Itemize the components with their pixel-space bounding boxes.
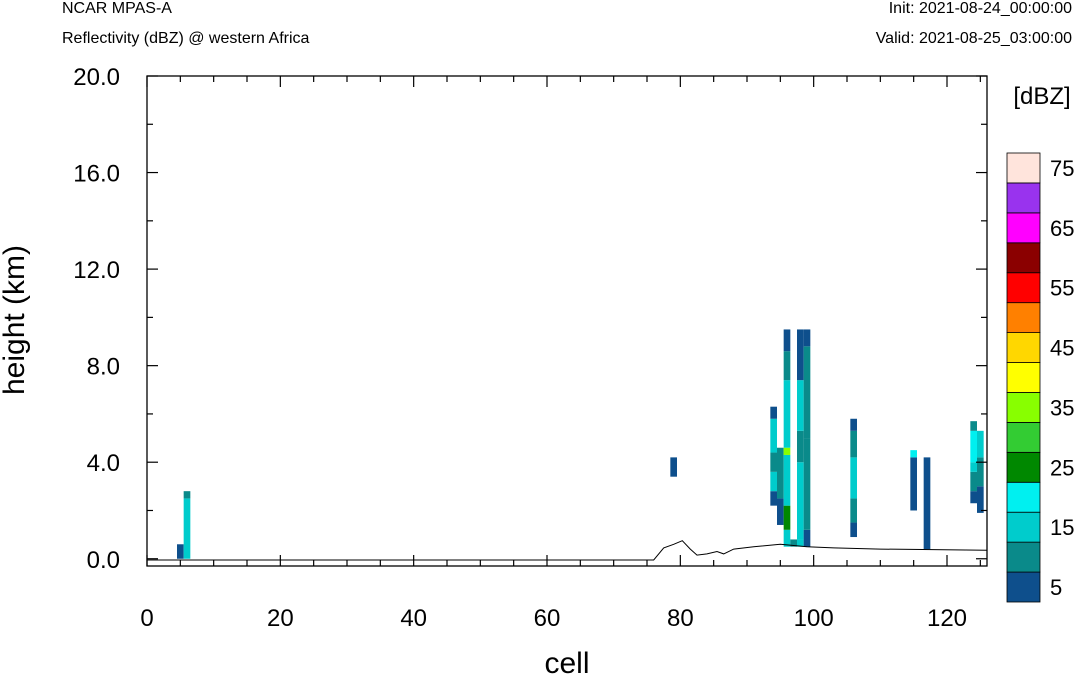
reflectivity-cell [910,457,917,511]
valid-time: Valid: 2021-08-25_03:00:00 [875,30,1072,47]
x-tick-label: 80 [667,605,694,632]
colorbar-swatch [1006,302,1041,333]
reflectivity-cell [850,522,857,538]
x-axis: 0 20 40 60 80 100 120 [140,76,981,632]
y-axis: 0.0 4.0 8.0 12.0 16.0 20.0 [73,64,987,574]
colorbar-swatch [1006,481,1041,513]
y-tick-label: 4.0 [87,450,120,477]
reflectivity-cell [770,418,777,453]
colorbar-label: 45 [1050,336,1074,361]
colorbar-swatch [1006,511,1041,543]
reflectivity-cell [977,486,984,513]
colorbar-swatch [1006,392,1041,423]
reflectivity-cell [803,438,811,530]
colorbar-label: 65 [1050,216,1074,241]
y-tick-label: 16.0 [73,161,120,188]
reflectivity-cell [770,491,777,506]
colorbar-label: 25 [1050,455,1074,480]
x-tick-label: 0 [140,605,153,632]
reflectivity-cell [850,498,857,523]
reflectivity-cell [910,450,917,458]
x-tick-label: 40 [400,605,427,632]
reflectivity-cell [850,430,857,458]
reflectivity-cell [777,498,784,525]
reflectivity-cell [770,406,777,419]
reflectivity-cell [803,329,811,347]
reflectivity-cell [850,457,857,499]
reflectivity-cell [797,329,804,381]
colorbar-label: 55 [1050,276,1074,301]
x-tick-label: 120 [927,605,967,632]
reflectivity-cell [770,471,777,492]
x-tick-label: 100 [794,605,834,632]
init-time: Init: 2021-08-24_00:00:00 [888,0,1072,17]
colorbar-label: 5 [1050,575,1062,600]
y-axis-label: height (km) [0,245,31,395]
colorbar-swatch [1006,362,1041,393]
y-tick-label: 20.0 [73,64,120,91]
reflectivity-cell [803,529,811,547]
reflectivity-cell [797,380,804,431]
reflectivity-cell [970,471,977,492]
reflectivity-cell [803,346,811,439]
reflectivity-cell [790,539,797,547]
terrain-line [147,540,988,561]
colorbar-unit-label: [dBZ] [1013,83,1070,110]
x-axis-label: cell [544,647,589,677]
reflectivity-cell [970,491,977,504]
colorbar-label: 75 [1050,156,1074,181]
x-tick-label: 20 [267,605,294,632]
reflectivity-cell [797,430,804,463]
reflectivity-cell [923,457,931,550]
reflectivity-cell [797,539,804,547]
plot-frame [146,75,988,567]
reflectivity-cell [850,418,857,431]
colorbar-swatch [1006,421,1041,453]
reflectivity-cell [970,421,977,431]
reflectivity-cell [770,452,777,472]
field-subtitle: Reflectivity (dBZ) @ western Africa [62,30,310,47]
reflectivity-cell [797,462,804,540]
reflectivity-cell [783,447,791,455]
reflectivity-cell [670,457,677,477]
y-tick-label: 12.0 [73,257,120,284]
colorbar-label: 15 [1050,515,1074,540]
colorbar-swatch [1006,332,1041,363]
reflectivity-cell [970,462,977,472]
reflectivity-cell [977,457,984,487]
colorbar: 5 15 25 35 45 55 65 75 [1006,152,1074,603]
reflectivity-cell [183,491,191,499]
reflectivity-cell [183,498,191,559]
y-tick-label: 0.0 [87,547,120,574]
colorbar-label: 35 [1050,395,1074,420]
colorbar-swatch [1006,182,1041,214]
x-tick-label: 60 [534,605,561,632]
model-title: NCAR MPAS-A [62,0,172,17]
colorbar-swatch [1006,272,1041,304]
reflectivity-cell [783,351,791,381]
reflectivity-cell [977,430,984,458]
colorbar-swatch [1006,152,1041,184]
colorbar-swatch [1006,541,1041,573]
colorbar-swatch [1006,571,1041,603]
reflectivity-cell [783,380,791,448]
reflectivity-cell [970,430,977,463]
y-tick-label: 8.0 [87,354,120,381]
reflectivity-cell [783,529,791,547]
reflectivity-cell [783,329,791,352]
colorbar-swatch [1006,451,1041,483]
colorbar-swatch [1006,212,1041,244]
reflectivity-cells [177,329,984,559]
reflectivity-cell [783,505,791,530]
reflectivity-cell [777,447,784,499]
reflectivity-cell [177,544,184,559]
reflectivity-cell [783,454,791,506]
colorbar-swatch [1006,242,1041,274]
